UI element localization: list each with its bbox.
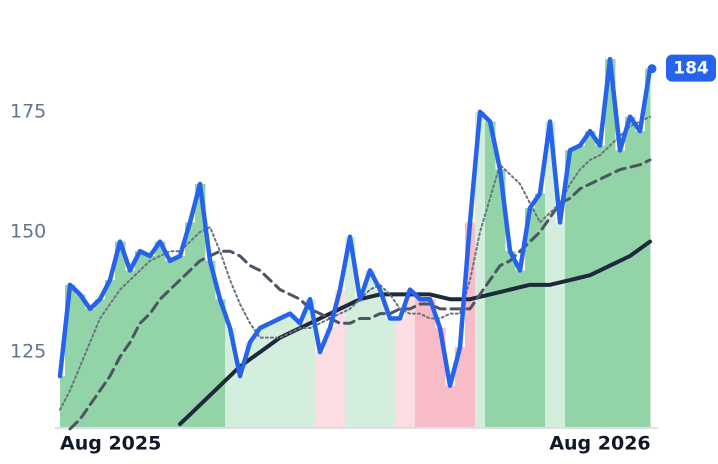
- line: [68, 158, 652, 431]
- bar: [205, 260, 216, 427]
- bar: [405, 289, 416, 427]
- bar: [60, 376, 66, 427]
- value-label: 184: [673, 59, 709, 79]
- bar: [605, 59, 616, 428]
- bar: [545, 121, 556, 427]
- bar: [385, 318, 396, 427]
- bar: [515, 270, 526, 427]
- bar: [85, 308, 96, 427]
- bar: [135, 251, 146, 427]
- bar: [345, 236, 356, 427]
- bar: [365, 270, 376, 427]
- bar: [495, 169, 506, 427]
- x-tick-label: Aug 2025: [60, 433, 161, 455]
- bar: [175, 256, 186, 427]
- line: [59, 115, 651, 411]
- bar: [235, 376, 246, 427]
- bar: [215, 299, 226, 427]
- bar: [325, 328, 336, 427]
- bar: [415, 299, 426, 427]
- bar: [395, 318, 406, 427]
- bar: [165, 260, 176, 427]
- bar: [485, 121, 496, 427]
- bar: [635, 131, 646, 428]
- bar: [65, 284, 76, 427]
- bar: [275, 318, 286, 427]
- bar: [145, 256, 156, 427]
- bar: [455, 347, 466, 427]
- bar: [535, 193, 546, 427]
- bar: [585, 131, 596, 428]
- bar: [315, 352, 326, 427]
- bar: [565, 150, 576, 428]
- bar: [355, 299, 366, 427]
- bar: [505, 251, 516, 427]
- bar: [305, 299, 316, 427]
- bar: [285, 313, 296, 427]
- bar: [125, 270, 136, 427]
- bar: [445, 385, 456, 427]
- bar: [295, 323, 306, 427]
- bar: [155, 241, 166, 427]
- value-badge: [666, 54, 716, 82]
- y-tick-label: 175: [10, 100, 46, 122]
- bar: [465, 222, 476, 427]
- bar: [255, 328, 266, 427]
- bar: [625, 116, 636, 427]
- bar: [575, 145, 586, 427]
- bar: [555, 222, 566, 427]
- bar: [115, 241, 126, 427]
- bar: [525, 207, 536, 427]
- bar: [245, 342, 256, 427]
- bar: [195, 183, 206, 427]
- bar: [95, 299, 106, 427]
- bar: [645, 68, 651, 428]
- bar: [75, 294, 86, 427]
- line: [57, 56, 653, 388]
- bar: [335, 289, 346, 427]
- bar: [615, 150, 626, 428]
- y-tick-label: 150: [10, 220, 46, 242]
- bar: [375, 289, 386, 427]
- bar: [595, 145, 606, 427]
- bar: [185, 222, 196, 427]
- x-tick-label: Aug 2026: [549, 433, 650, 455]
- bar: [105, 280, 116, 427]
- bar: [435, 328, 446, 427]
- y-tick-label: 125: [10, 341, 46, 363]
- bar: [475, 111, 486, 427]
- bar: [425, 299, 436, 427]
- bar: [265, 323, 276, 427]
- last-point: [647, 64, 657, 74]
